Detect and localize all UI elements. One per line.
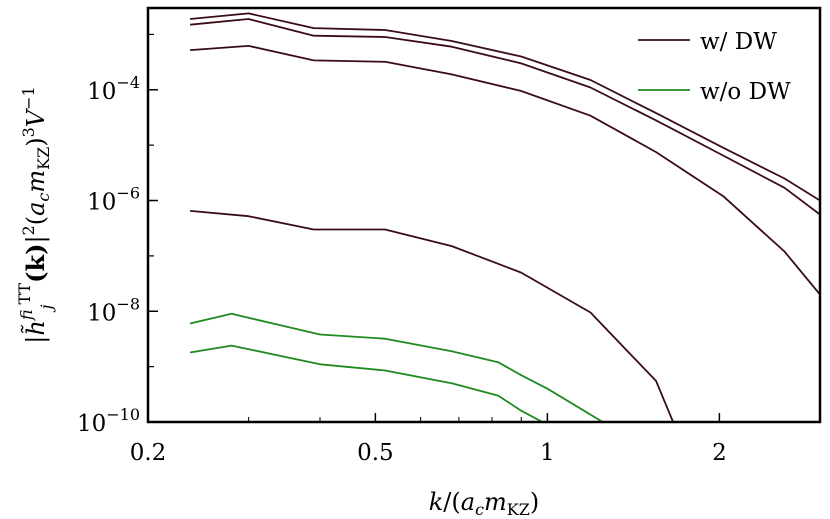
y-tick-label: 10−6 bbox=[87, 184, 140, 216]
x-axis-title: k/(acmKZ) bbox=[429, 488, 540, 519]
y-tick-label: 10−4 bbox=[87, 73, 140, 105]
y-tick-label: 10−10 bbox=[77, 405, 140, 437]
y-tick-label: 10−8 bbox=[87, 294, 140, 326]
x-tick-label: 1 bbox=[540, 440, 555, 466]
series-without-dw-4 bbox=[189, 312, 604, 422]
series-layer bbox=[189, 12, 820, 422]
y-ticks: 10−10 10−8 10−6 10−4 bbox=[77, 33, 158, 437]
series-with-dw-2 bbox=[190, 45, 820, 296]
legend-label-wo-dw: w/o DW bbox=[700, 79, 791, 105]
series-with-dw-0 bbox=[190, 12, 820, 202]
x-ticks: 0.2 0.5 1 2 bbox=[130, 413, 821, 466]
series-with-dw-3 bbox=[190, 210, 674, 422]
series-with-dw-1 bbox=[190, 18, 820, 216]
legend: w/ DW w/o DW bbox=[638, 29, 791, 105]
y-axis-title: |h̃fijTT(k)|2(acmKZ)3V−1 bbox=[15, 86, 56, 343]
series-without-dw-5 bbox=[189, 344, 543, 422]
x-tick-label: 0.5 bbox=[357, 440, 394, 466]
legend-label-w-dw: w/ DW bbox=[700, 29, 777, 55]
x-tick-label: 0.2 bbox=[130, 440, 167, 466]
plot-frame bbox=[146, 6, 822, 424]
x-tick-label: 2 bbox=[712, 440, 727, 466]
